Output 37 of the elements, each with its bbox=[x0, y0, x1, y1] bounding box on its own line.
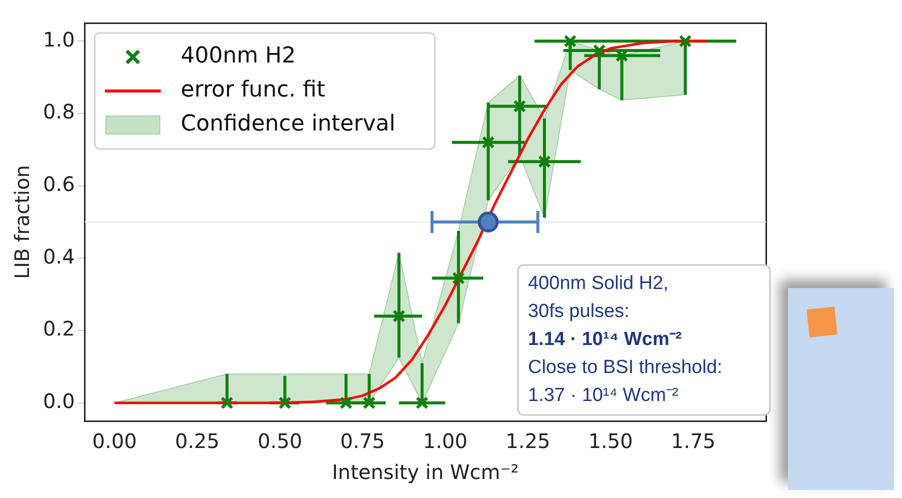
x-tick-label: 1.50 bbox=[588, 429, 633, 454]
annotation: Close to BSI threshold: bbox=[528, 357, 722, 378]
point bbox=[220, 396, 234, 410]
point bbox=[538, 155, 551, 168]
x-axis-title: Intensity in Wcm⁻² bbox=[332, 460, 519, 484]
annotation: 1.37 · 10¹⁴ Wcm⁻² bbox=[528, 385, 678, 406]
y-tick-label: 0.0 bbox=[42, 389, 75, 414]
point bbox=[362, 396, 376, 410]
point bbox=[478, 212, 499, 232]
point bbox=[592, 44, 606, 57]
x-tick-label: 0.25 bbox=[174, 429, 220, 454]
y-tick-label: 0.2 bbox=[42, 316, 75, 341]
point bbox=[278, 396, 292, 410]
y-axis-title: LIB fraction bbox=[10, 165, 34, 279]
point bbox=[513, 100, 526, 113]
y-tick-label: 0.8 bbox=[42, 100, 75, 124]
point bbox=[392, 310, 406, 323]
point bbox=[452, 272, 465, 285]
x-tick-label: 1.00 bbox=[422, 429, 468, 454]
point bbox=[482, 136, 495, 149]
y-tick-label: 0.4 bbox=[42, 244, 75, 268]
x-tick-label: 1.25 bbox=[506, 429, 550, 454]
point bbox=[678, 34, 692, 48]
x-tick-label: 0.75 bbox=[340, 429, 385, 454]
legend-label: 400nm H2 bbox=[180, 44, 296, 69]
x-tick-label: 0.50 bbox=[258, 429, 302, 454]
annotation: 30fs pulses: bbox=[528, 301, 630, 322]
x-tick-label: 1.75 bbox=[670, 429, 716, 454]
annotation: 1.14 · 10¹⁴ Wcm⁻² bbox=[528, 329, 682, 350]
legend-label: Confidence interval bbox=[180, 112, 396, 137]
point bbox=[416, 396, 429, 410]
point bbox=[340, 396, 352, 410]
legend-label: error func. fit bbox=[180, 78, 326, 103]
y-tick-label: 0.6 bbox=[42, 172, 75, 196]
y-tick-label: 1.0 bbox=[42, 27, 75, 52]
x-tick-label: 0.00 bbox=[92, 429, 137, 454]
annotation: 400nm Solid H2, bbox=[528, 273, 668, 294]
